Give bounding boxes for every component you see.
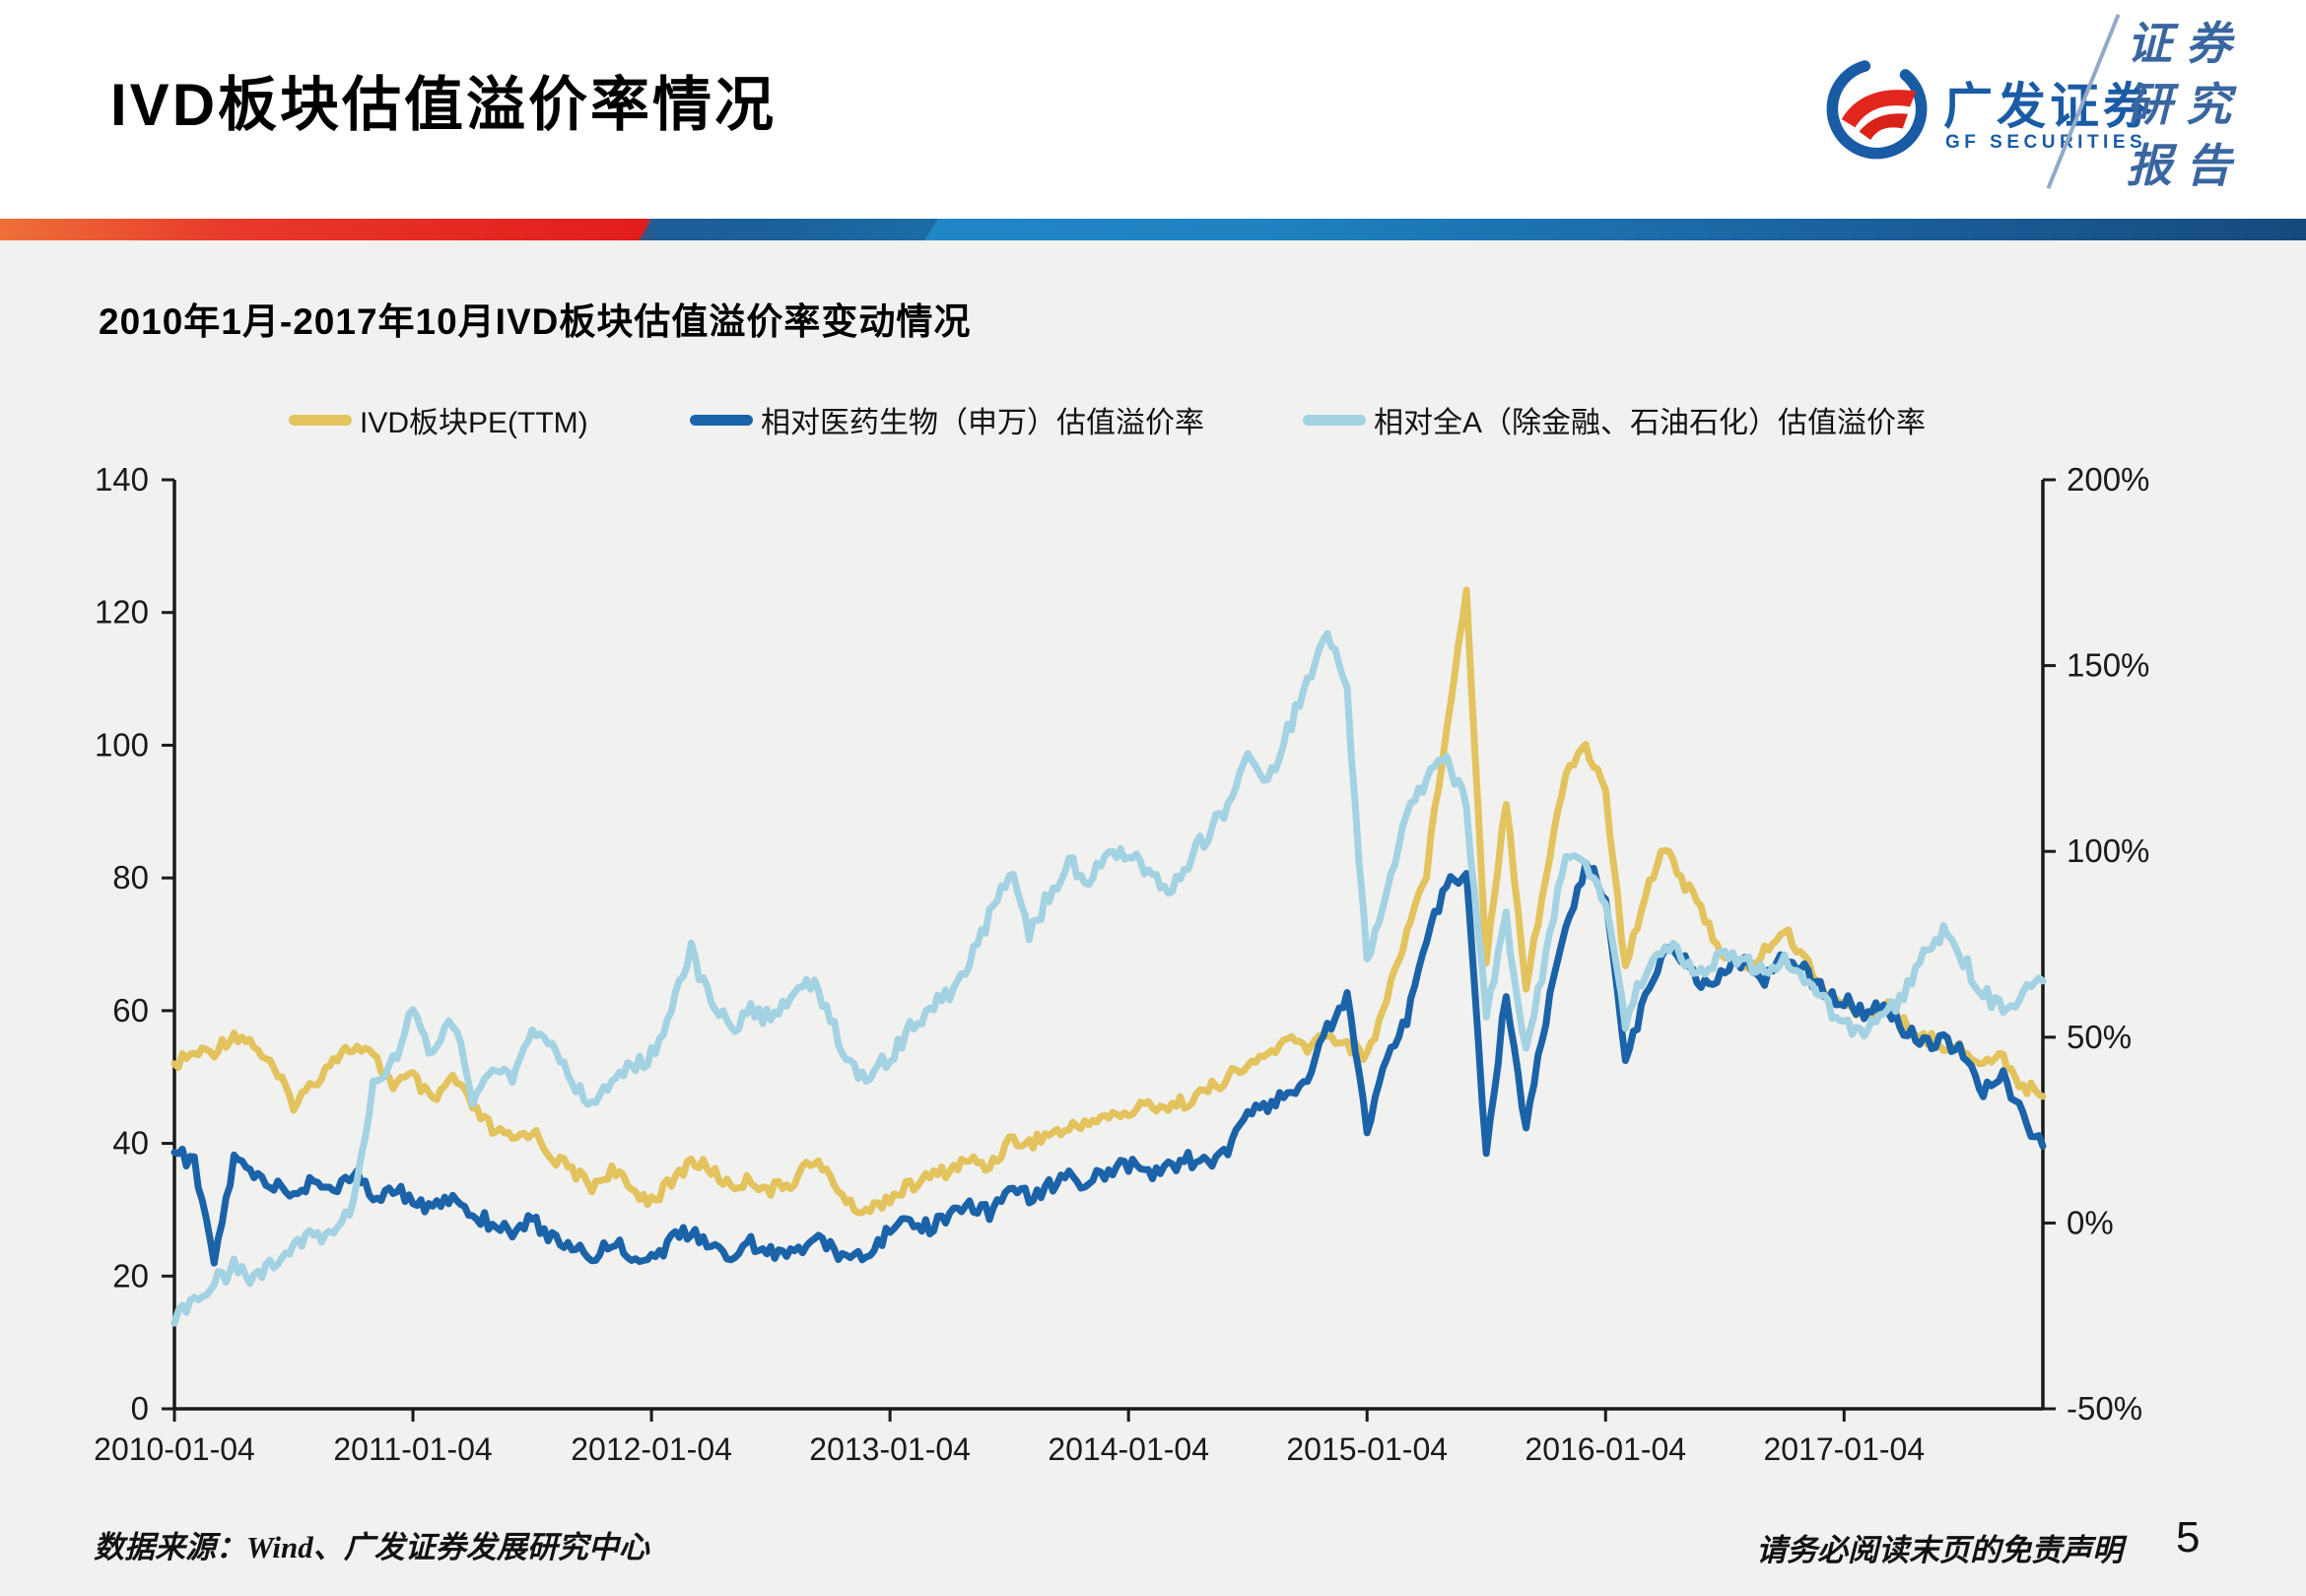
x-axis-label: 2013-01-04 (809, 1431, 971, 1467)
y-axis-left-label: 60 (112, 992, 149, 1029)
chart-legend: IVD板块PE(TTM) 相对医药生物（申万）估值溢价率 相对全A（除金融、石油… (0, 398, 2306, 441)
legend-swatch-pe (289, 414, 352, 426)
report-tag-text: 证券 研究 报告 (2127, 19, 2245, 191)
y-axis-right-label: 100% (2067, 832, 2149, 869)
legend-label-pe: IVD板块PE(TTM) (360, 407, 588, 439)
logo-text-cn: 广发证券 (1943, 79, 2156, 134)
legend-item-pe: IVD板块PE(TTM) (289, 398, 588, 441)
x-axis-label: 2015-01-04 (1286, 1431, 1448, 1467)
logo-text-en: GF SECURITIES (1945, 132, 2147, 153)
legend-label-vs-pharma: 相对医药生物（申万）估值溢价率 (761, 407, 1204, 439)
y-axis-left-label: 0 (131, 1390, 149, 1427)
y-axis-left-label: 80 (112, 859, 149, 896)
y-axis-left-label: 20 (112, 1257, 149, 1294)
y-axis-left-label: 140 (95, 461, 149, 498)
series-line-2 (170, 630, 2047, 1327)
y-axis-left-label: 100 (95, 726, 149, 763)
page-number: 5 (2176, 1513, 2201, 1562)
x-axis-label: 2010-01-04 (94, 1431, 255, 1467)
data-source-note: 数据来源：Wind、广发证券发展研究中心 (94, 1530, 649, 1564)
y-axis-right-label: 150% (2067, 647, 2149, 684)
y-axis-right-label: 50% (2067, 1019, 2132, 1055)
legend-swatch-vs-all-a (1303, 414, 1366, 426)
y-axis-right-label: 200% (2067, 461, 2149, 498)
x-axis-label: 2016-01-04 (1525, 1431, 1686, 1467)
x-axis-label: 2014-01-04 (1048, 1431, 1209, 1467)
x-axis-label: 2017-01-04 (1763, 1431, 1925, 1467)
legend-swatch-vs-pharma (690, 414, 753, 426)
page-title: IVD板块估值溢价率情况 (110, 72, 778, 138)
y-axis-left-label: 120 (95, 594, 149, 631)
legend-item-vs-all-a: 相对全A（除金融、石油石化）估值溢价率 (1303, 398, 1926, 441)
y-axis-right-label: 0% (2067, 1204, 2114, 1240)
y-axis-left-label: 40 (112, 1125, 149, 1162)
x-axis-label: 2011-01-04 (333, 1431, 492, 1467)
legend-label-vs-all-a: 相对全A（除金融、石油石化）估值溢价率 (1374, 407, 1927, 439)
y-axis-right-label: -50% (2067, 1390, 2142, 1427)
series-line-1 (170, 859, 2047, 1267)
header-gradient-bar (0, 219, 2306, 240)
x-axis-label: 2012-01-04 (571, 1431, 732, 1467)
legend-item-vs-pharma: 相对医药生物（申万）估值溢价率 (690, 398, 1204, 441)
gf-logo-icon (1826, 58, 1928, 160)
disclaimer-note: 请务必阅读末页的免责声明 (1756, 1533, 2123, 1567)
chart-axes (172, 480, 2045, 1411)
series-line-0 (170, 586, 2047, 1217)
chart-title: 2010年1月-2017年10月IVD板块估值溢价率变动情况 (99, 301, 972, 342)
gf-securities-logo: 广发证券 GF SECURITIES (1825, 30, 2288, 207)
